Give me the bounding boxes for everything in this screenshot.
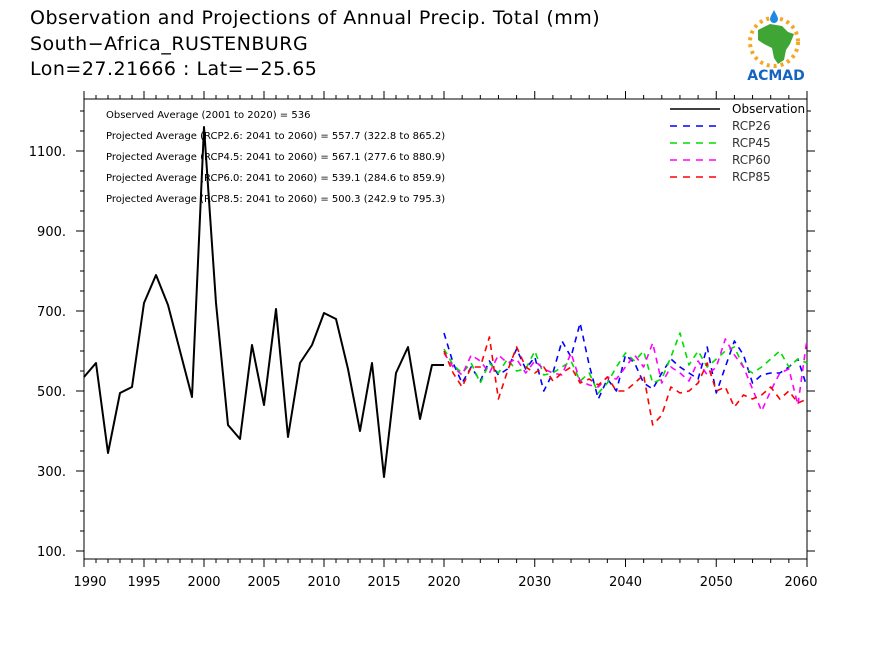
annotation-line: Observed Average (2001 to 2020) = 536 (106, 110, 310, 121)
annotations: Observed Average (2001 to 2020) = 536 Pro… (106, 110, 445, 205)
station-coordinates: Lon=27.21666 : Lat=−25.65 (30, 58, 318, 80)
series-line-rcp26 (443, 322, 808, 400)
legend-label: RCP85 (732, 170, 771, 184)
x-tick-label: 1990 (73, 575, 106, 590)
x-tick-label: 2060 (784, 575, 817, 590)
x-axis: 1990 1995 2000 2005 2010 2015 2020 2030 2040 2050… (73, 91, 818, 590)
y-tick-label: 100. (37, 545, 66, 560)
series-line-rcp85 (443, 336, 808, 426)
africa-map-icon (758, 24, 794, 64)
series-line-rcp45 (443, 332, 808, 394)
chart-title: Observation and Projections of Annual Pr… (30, 7, 601, 29)
plot-border (83, 98, 808, 560)
acmad-logo-text: ACMAD (747, 68, 805, 84)
y-tick-label: 900. (37, 225, 66, 240)
x-tick-label: 2020 (427, 575, 460, 590)
plot-frame (83, 98, 808, 560)
x-tick-label: 2000 (187, 575, 220, 590)
x-tick-label: 2030 (518, 575, 551, 590)
x-tick-label: 1995 (127, 575, 160, 590)
acmad-logo: ACMAD (747, 10, 805, 84)
annotation-line: Projected Average (RCP6.0: 2041 to 2060)… (106, 173, 445, 184)
annotation-line: Projected Average (RCP4.5: 2041 to 2060)… (106, 152, 445, 163)
legend-label: RCP60 (732, 153, 771, 167)
annotation-line: Projected Average (RCP2.6: 2041 to 2060)… (106, 131, 445, 142)
series-line-rcp60 (443, 338, 808, 412)
x-tick-label: 2010 (307, 575, 340, 590)
y-axis: 100. 300. 500. 700. 900. 1100. (29, 110, 815, 560)
legend: Observation RCP26 RCP45 RCP60 RCP85 (670, 102, 805, 184)
x-tick-label: 2015 (367, 575, 400, 590)
x-tick-label: 2040 (609, 575, 642, 590)
series-line-observation (83, 126, 444, 478)
y-tick-label: 1100. (29, 145, 66, 160)
legend-label: RCP45 (732, 136, 771, 150)
station-name: South−Africa_RUSTENBURG (30, 33, 309, 55)
annotation-line: Projected Average (RCP8.5: 2041 to 2060)… (106, 194, 445, 205)
legend-label: Observation (732, 102, 805, 116)
water-drop-icon (770, 10, 778, 23)
y-tick-label: 700. (37, 305, 66, 320)
x-tick-label: 2050 (700, 575, 733, 590)
series-lines (83, 126, 808, 478)
legend-label: RCP26 (732, 119, 771, 133)
y-tick-label: 500. (37, 385, 66, 400)
y-tick-label: 300. (37, 465, 66, 480)
x-tick-label: 2005 (247, 575, 280, 590)
